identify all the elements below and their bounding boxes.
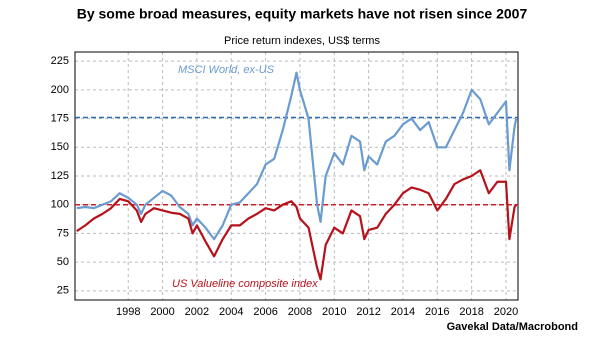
series-line	[76, 169, 518, 281]
x-tick-label: 2014	[391, 306, 415, 318]
x-tick-label: 2000	[150, 306, 174, 318]
x-tick-label: 2002	[185, 306, 209, 318]
y-tick-label: 25	[57, 285, 69, 297]
y-tick-label: 225	[51, 55, 69, 67]
source: Gavekal Data/Macrobond	[447, 321, 578, 333]
x-tick-label: 2012	[356, 306, 380, 318]
x-tick-label: 2018	[459, 306, 483, 318]
plot-frame	[74, 51, 519, 301]
x-tick-label: 2010	[322, 306, 346, 318]
series-line	[76, 71, 518, 241]
x-tick-label: 1998	[116, 306, 140, 318]
x-tick-label: 2020	[494, 306, 518, 318]
y-tick-label: 200	[51, 84, 69, 96]
y-tick-label: 175	[51, 112, 69, 124]
x-tick-label: 2004	[219, 306, 243, 318]
x-tick-label: 2006	[253, 306, 277, 318]
y-tick-label: 125	[51, 170, 69, 182]
y-tick-label: 75	[57, 227, 69, 239]
chart-title: By some broad measures, equity markets h…	[77, 6, 528, 22]
y-tick-label: 150	[51, 141, 69, 153]
x-tick-label: 2008	[288, 306, 312, 318]
y-tick-label: 100	[51, 199, 69, 211]
x-tick-label: 2016	[425, 306, 449, 318]
series-label: MSCI World, ex-US	[178, 64, 275, 76]
chart-subtitle: Price return indexes, US$ terms	[224, 35, 380, 47]
series-label: US Valueline composite index	[172, 278, 318, 290]
y-tick-label: 50	[57, 256, 69, 268]
